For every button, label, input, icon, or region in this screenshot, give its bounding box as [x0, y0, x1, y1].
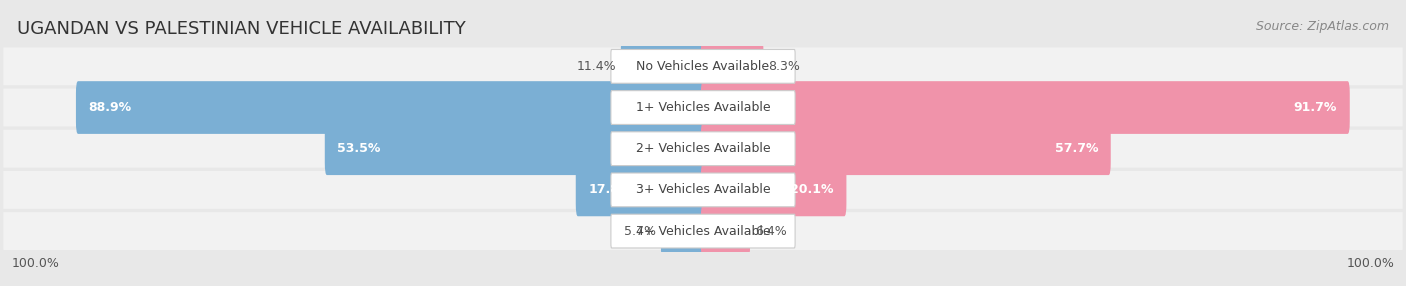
- FancyBboxPatch shape: [621, 40, 706, 93]
- Text: 1+ Vehicles Available: 1+ Vehicles Available: [636, 101, 770, 114]
- FancyBboxPatch shape: [3, 89, 1403, 126]
- Text: 2+ Vehicles Available: 2+ Vehicles Available: [636, 142, 770, 155]
- FancyBboxPatch shape: [576, 164, 706, 216]
- Text: 88.9%: 88.9%: [89, 101, 132, 114]
- FancyBboxPatch shape: [702, 81, 1350, 134]
- FancyBboxPatch shape: [702, 122, 1111, 175]
- FancyBboxPatch shape: [612, 91, 796, 124]
- FancyBboxPatch shape: [612, 173, 796, 207]
- Text: 5.7%: 5.7%: [624, 225, 655, 238]
- FancyBboxPatch shape: [702, 205, 751, 257]
- FancyBboxPatch shape: [612, 132, 796, 166]
- FancyBboxPatch shape: [702, 164, 846, 216]
- Text: 17.8%: 17.8%: [589, 183, 631, 196]
- Text: 11.4%: 11.4%: [576, 60, 616, 73]
- FancyBboxPatch shape: [661, 205, 706, 257]
- Text: 57.7%: 57.7%: [1054, 142, 1098, 155]
- FancyBboxPatch shape: [3, 171, 1403, 209]
- FancyBboxPatch shape: [76, 81, 706, 134]
- FancyBboxPatch shape: [3, 212, 1403, 250]
- Text: 53.5%: 53.5%: [337, 142, 381, 155]
- Text: 100.0%: 100.0%: [11, 257, 59, 270]
- FancyBboxPatch shape: [3, 130, 1403, 168]
- Text: 91.7%: 91.7%: [1294, 101, 1337, 114]
- Text: 100.0%: 100.0%: [1347, 257, 1395, 270]
- Text: 4+ Vehicles Available: 4+ Vehicles Available: [636, 225, 770, 238]
- FancyBboxPatch shape: [325, 122, 706, 175]
- Text: No Vehicles Available: No Vehicles Available: [637, 60, 769, 73]
- Text: 8.3%: 8.3%: [768, 60, 800, 73]
- Text: 3+ Vehicles Available: 3+ Vehicles Available: [636, 183, 770, 196]
- Text: UGANDAN VS PALESTINIAN VEHICLE AVAILABILITY: UGANDAN VS PALESTINIAN VEHICLE AVAILABIL…: [17, 20, 465, 38]
- Text: 6.4%: 6.4%: [755, 225, 787, 238]
- FancyBboxPatch shape: [612, 49, 796, 83]
- FancyBboxPatch shape: [612, 214, 796, 248]
- Text: 20.1%: 20.1%: [790, 183, 834, 196]
- Text: Source: ZipAtlas.com: Source: ZipAtlas.com: [1256, 20, 1389, 33]
- FancyBboxPatch shape: [702, 40, 763, 93]
- FancyBboxPatch shape: [3, 47, 1403, 85]
